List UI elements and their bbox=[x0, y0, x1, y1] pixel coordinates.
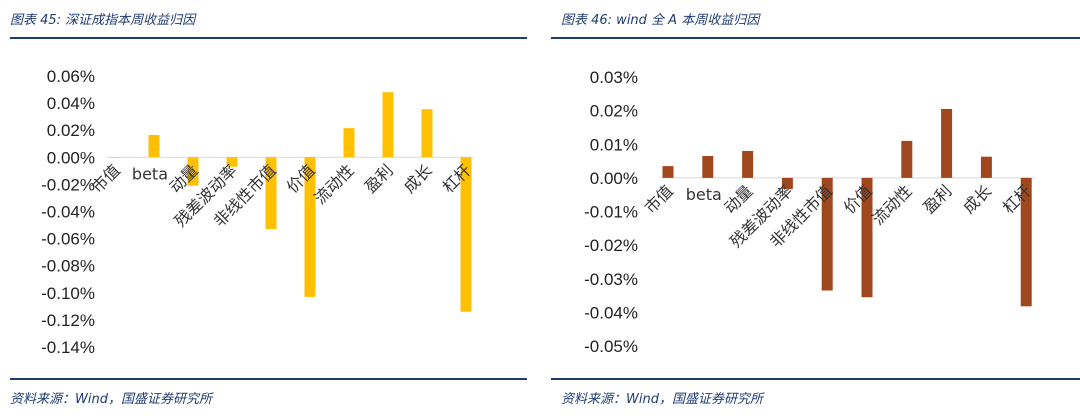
bar-9 bbox=[421, 109, 433, 158]
y-tick-label: 0.01% bbox=[590, 135, 638, 154]
source-note: 资料来源：Wind，国盛证券研究所 bbox=[561, 392, 763, 407]
title-rule bbox=[551, 37, 1080, 39]
bar-8 bbox=[382, 92, 394, 158]
bar-5 bbox=[821, 177, 833, 291]
bar-1 bbox=[662, 166, 674, 178]
bar-4 bbox=[781, 177, 793, 189]
y-tick-label: -0.04% bbox=[584, 303, 638, 322]
bar-5 bbox=[265, 157, 277, 230]
y-tick-label: 0.03% bbox=[590, 68, 638, 87]
category-label: beta bbox=[686, 185, 722, 204]
category-label: beta bbox=[132, 164, 168, 183]
y-tick-label: -0.12% bbox=[41, 311, 95, 330]
y-tick-label: 0.02% bbox=[47, 121, 95, 140]
y-tick-label: 0.06% bbox=[47, 67, 95, 86]
bar-2 bbox=[702, 156, 714, 178]
y-tick-label: 0.00% bbox=[590, 169, 638, 188]
source-rule bbox=[10, 378, 527, 380]
bar-4 bbox=[226, 157, 238, 167]
shenzhen-index-attribution-chart: 0.06% 0.04% 0.02% 0.00% -0.02% -0.04% -0.06% -0… bbox=[41, 67, 475, 357]
y-tick-label: -0.01% bbox=[584, 203, 638, 222]
y-tick-label: 0.00% bbox=[47, 148, 95, 167]
y-tick-label: -0.03% bbox=[584, 270, 638, 289]
y-tick-label: -0.08% bbox=[41, 257, 95, 276]
category-label: 盈利 bbox=[361, 161, 397, 197]
bar-3 bbox=[742, 150, 754, 178]
source-note: 资料来源：Wind，国盛证券研究所 bbox=[10, 392, 212, 407]
category-label: 盈利 bbox=[919, 181, 955, 217]
title-rule bbox=[10, 37, 527, 39]
category-label: 成长 bbox=[400, 161, 436, 197]
bar-6 bbox=[861, 177, 873, 298]
category-label: 市值 bbox=[641, 181, 677, 217]
bar-2 bbox=[148, 134, 160, 158]
category-label: 成长 bbox=[959, 181, 995, 217]
bar-10 bbox=[1020, 177, 1032, 307]
right-chart-panel: 图表 46: wind 全 A 本周收益归因 0.03% 0.02% 0.01% 0.… bbox=[551, 0, 1080, 416]
y-tick-label: -0.06% bbox=[41, 230, 95, 249]
y-tick-label: -0.04% bbox=[41, 203, 95, 222]
bar-1 bbox=[109, 157, 121, 158]
category-label: 流动性 bbox=[868, 181, 915, 228]
bar-3 bbox=[187, 157, 199, 186]
y-tick-label: -0.05% bbox=[584, 337, 638, 356]
chart-title: 图表 45: 深证成指本周收益归因 bbox=[10, 13, 196, 28]
chart-title: 图表 46: wind 全 A 本周收益归因 bbox=[561, 13, 760, 28]
category-label: 流动性 bbox=[310, 161, 357, 208]
y-tick-label: -0.02% bbox=[41, 175, 95, 194]
bar-9 bbox=[980, 156, 992, 178]
bar-8 bbox=[941, 108, 953, 178]
y-tick-label: 0.02% bbox=[590, 102, 638, 121]
y-tick-label: 0.04% bbox=[47, 94, 95, 113]
source-rule bbox=[551, 378, 1080, 380]
bar-7 bbox=[901, 140, 913, 178]
bar-10 bbox=[460, 157, 472, 312]
wind-all-a-attribution-chart: 0.03% 0.02% 0.01% 0.00% -0.01% -0.02% -0.03% -0… bbox=[584, 68, 1035, 356]
bar-7 bbox=[343, 128, 355, 158]
y-tick-label: -0.10% bbox=[41, 284, 95, 303]
y-tick-label: -0.14% bbox=[41, 338, 95, 357]
left-chart-panel: 图表 45: 深证成指本周收益归因 0.06% 0.04% 0.02% 0.00% -0… bbox=[0, 0, 527, 416]
y-tick-label: -0.02% bbox=[584, 236, 638, 255]
bar-6 bbox=[304, 157, 316, 297]
